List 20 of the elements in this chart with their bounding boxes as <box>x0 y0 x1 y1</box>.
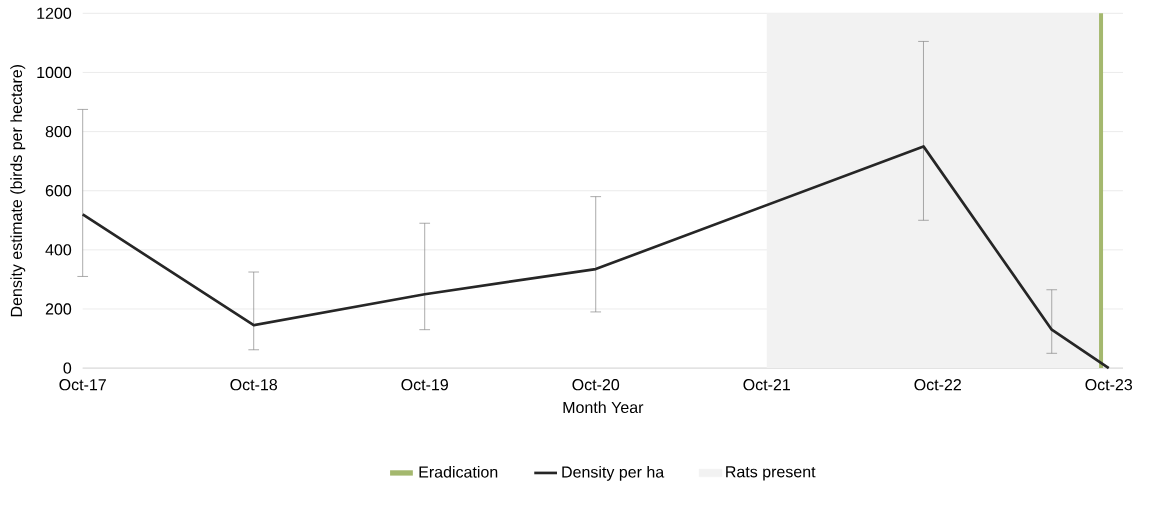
y-tick-label: 0 <box>63 362 72 374</box>
x-tick-label: Oct-22 <box>914 378 961 391</box>
y-tick-label: 1000 <box>37 66 72 79</box>
line-series <box>81 144 1111 370</box>
x-tick-label: Oct-18 <box>230 378 278 391</box>
x-tick-label: Oct-23 <box>1085 378 1133 391</box>
x-axis-title: Month Year <box>563 401 644 413</box>
x-tick-label: Oct-20 <box>572 378 620 391</box>
legend-label: Density per ha <box>562 465 665 481</box>
y-tick-label: 600 <box>45 185 72 197</box>
y-tick-label: 400 <box>45 244 72 256</box>
y-axis-title: Density estimate (birds per hectare) <box>10 64 26 317</box>
y-tick-label: 1200 <box>37 7 72 19</box>
x-tick-label: Oct-17 <box>59 378 106 391</box>
legend-label: Rats present <box>726 466 816 481</box>
y-tick-label: 200 <box>45 303 72 315</box>
x-tick-label: Oct-21 <box>743 378 790 391</box>
x-tick-label: Oct-19 <box>401 378 448 391</box>
y-tick-label: 800 <box>45 125 72 138</box>
legend-label: Eradication <box>419 465 498 478</box>
